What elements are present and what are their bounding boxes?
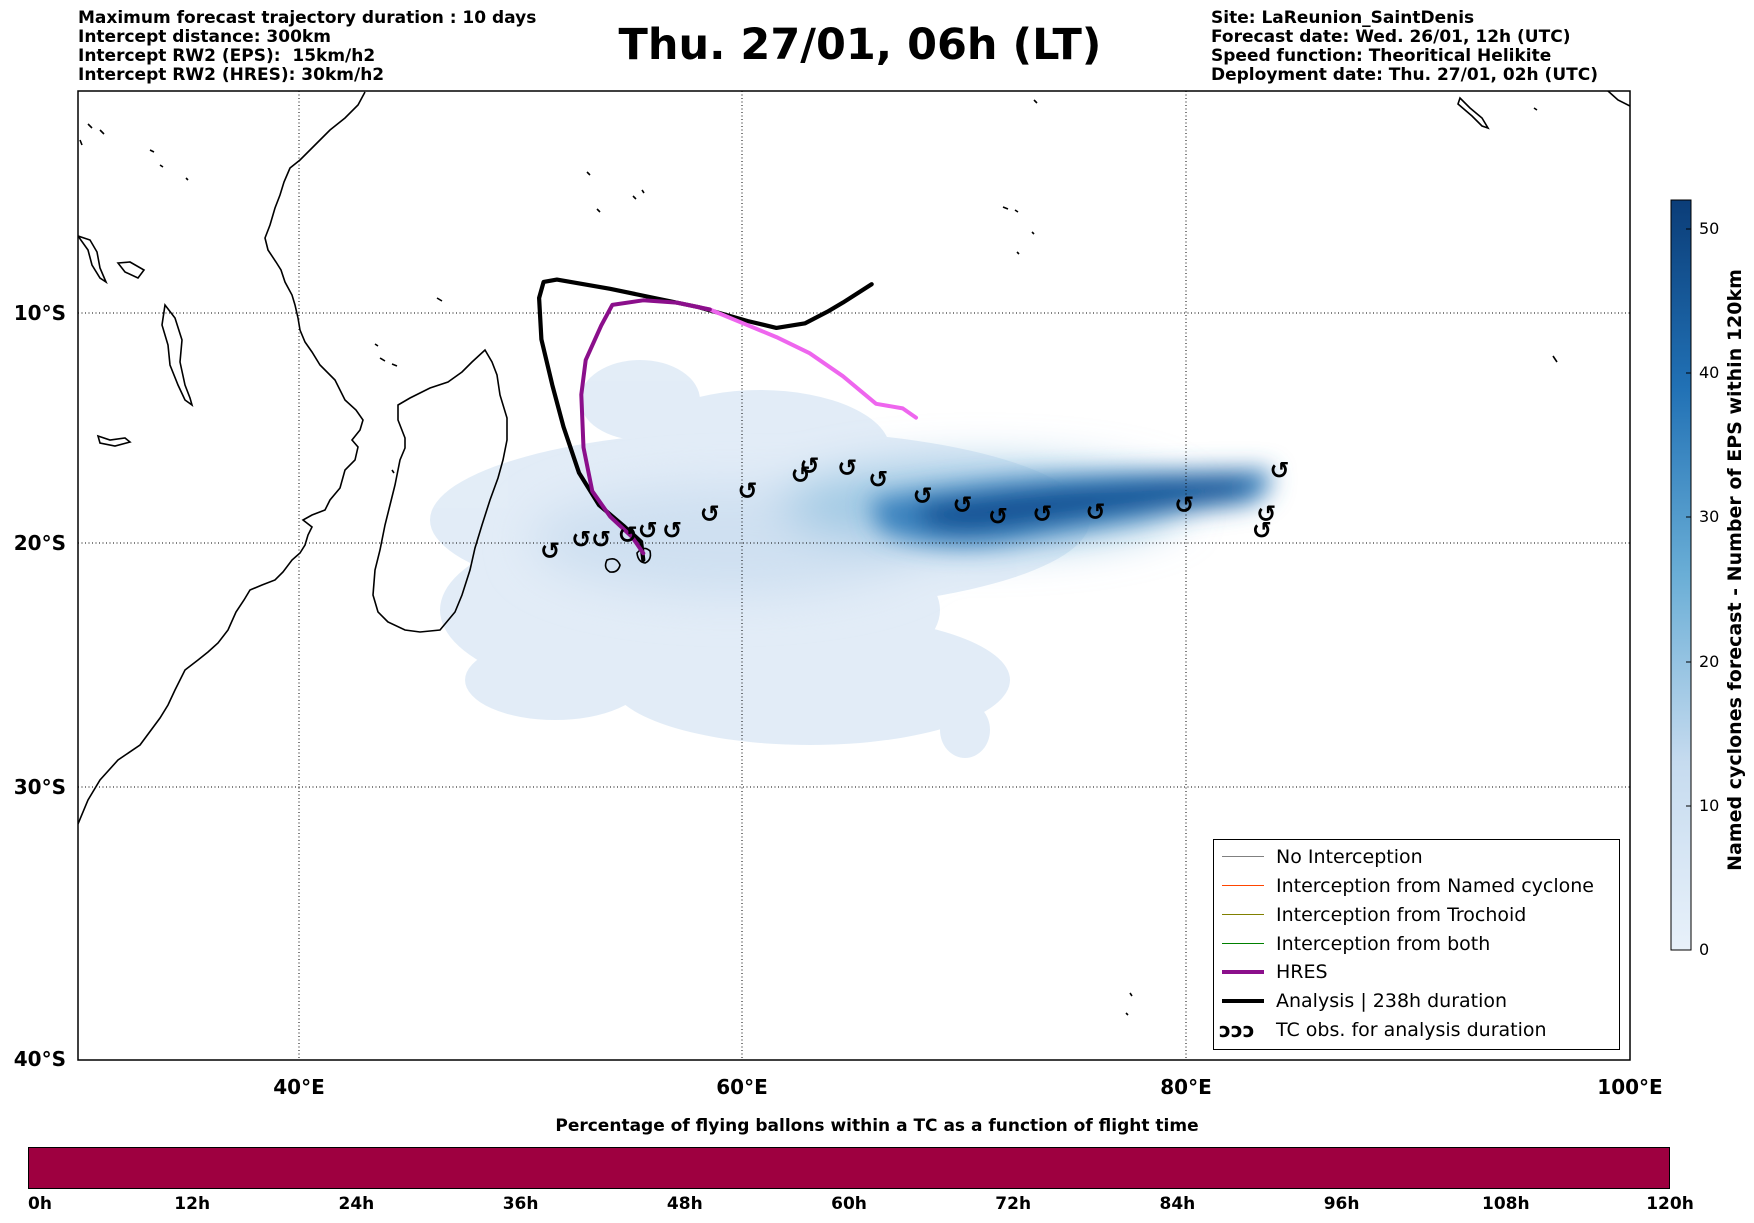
lon-label-40e: 40°E <box>273 1075 325 1099</box>
colorbar-gradient <box>1670 199 1692 951</box>
hres-track-line-light <box>674 300 918 420</box>
info-line: Intercept RW2 (HRES): 30km/h2 <box>78 65 385 85</box>
header-info-left: Maximum forecast trajectory duration : 1… <box>78 9 536 85</box>
legend-label: TC obs. for analysis duration <box>1276 1019 1547 1041</box>
timebar-tick-label: 72h <box>995 1194 1032 1214</box>
lon-label-60e: 60°E <box>716 1075 768 1099</box>
tc-obs-marker: ↺ <box>591 526 611 554</box>
colorbar-tick-label: 30 <box>1699 507 1720 526</box>
timebar-tick-label: 0h <box>28 1194 52 1214</box>
legend-swatch <box>1222 856 1264 857</box>
legend-label: HRES <box>1276 961 1328 983</box>
timebar-title: Percentage of flying ballons within a TC… <box>555 1116 1199 1136</box>
info-line: Site: LaReunion_SaintDenis <box>1211 8 1475 28</box>
tc-obs-marker: ↺ <box>700 500 720 528</box>
tc-obs-marker: ↺ <box>1252 516 1272 544</box>
colorbar-tick-label: 0 <box>1699 940 1710 959</box>
legend-label: Analysis | 238h duration <box>1276 990 1508 1012</box>
timebar-tick-label: 60h <box>831 1194 867 1214</box>
legend-swatch <box>1222 999 1264 1003</box>
lon-label-100e: 100°E <box>1597 1075 1663 1099</box>
legend-item-analysis: Analysis | 238h duration <box>1214 988 1619 1014</box>
info-line: Intercept RW2 (EPS): 15km/h2 <box>78 46 376 66</box>
lat-label-10s: 10°S <box>13 301 66 325</box>
cyclone-symbol-icon: ↄↄↄ <box>1219 1018 1255 1042</box>
tc-obs-marker: ↺ <box>800 452 820 480</box>
tc-obs-marker: ↺ <box>868 466 888 494</box>
legend-label: Interception from Named cyclone <box>1276 875 1594 897</box>
legend-item-trochoid: Interception from Trochoid <box>1214 902 1619 928</box>
legend-swatch <box>1222 885 1264 886</box>
tc-obs-marker: ↺ <box>1174 491 1194 519</box>
timebar-tick-label: 12h <box>174 1194 211 1214</box>
header-info-right: Site: LaReunion_SaintDenis Forecast date… <box>1211 9 1598 85</box>
lon-label-80e: 80°E <box>1160 1075 1212 1099</box>
legend-item-tc-obs: ↄↄↄ TC obs. for analysis duration <box>1214 1017 1619 1043</box>
timebar-tick-label: 108h <box>1482 1194 1530 1214</box>
info-line: Maximum forecast trajectory duration : 1… <box>78 8 537 28</box>
tc-observations: ↺ ↺ ↺ ↺ ↺ ↺↺↺↺↺ ↺ ↺↺ ↺ ↺ ↺ ↺ ↺↺↺↺ <box>540 452 1290 565</box>
lat-label-30s: 30°S <box>13 775 66 799</box>
tc-obs-marker: ↺ <box>1270 457 1290 485</box>
colorbar-ticks <box>1686 228 1691 951</box>
colorbar-tick-label: 10 <box>1699 796 1720 815</box>
colorbar-title-text: Named cyclones forecast - Number of EPS … <box>1724 269 1746 871</box>
legend-label: Interception from both <box>1276 933 1491 955</box>
tc-obs-marker: ↺ <box>737 477 757 505</box>
map-frame <box>77 90 1631 1061</box>
info-line: Speed function: Theoritical Helikite <box>1211 46 1552 66</box>
tc-obs-marker: ↺ <box>953 491 973 519</box>
timebar-tick-label: 24h <box>338 1194 375 1214</box>
timebar-tick-label: 120h <box>1646 1194 1694 1214</box>
timebar-tick-label: 48h <box>666 1194 703 1214</box>
legend-swatch <box>1222 914 1264 915</box>
info-line: Intercept distance: 300km <box>78 27 331 47</box>
lat-label-40s: 40°S <box>13 1047 66 1071</box>
map-legend: No Interception Interception from Named … <box>1213 839 1620 1050</box>
timebar-tick-label: 96h <box>1323 1194 1360 1214</box>
legend-swatch <box>1222 970 1264 974</box>
legend-item-named-cyclone: Interception from Named cyclone <box>1214 873 1619 899</box>
legend-swatch <box>1222 943 1264 944</box>
tc-obs-marker: ↺ <box>540 537 560 565</box>
tc-obs-marker: ↺ <box>571 526 591 554</box>
legend-item-no-interception: No Interception <box>1214 844 1619 870</box>
legend-label: No Interception <box>1276 846 1423 868</box>
hres-track-line <box>579 298 712 556</box>
tc-obs-marker: ↺ <box>1086 498 1106 526</box>
coastlines <box>78 91 1630 1016</box>
tc-obs-marker: ↺ <box>618 521 638 549</box>
graticule <box>78 91 1630 1060</box>
tc-obs-marker: ↺ <box>988 503 1008 531</box>
colorbar-tick-label: 20 <box>1699 652 1720 671</box>
colorbar-title: Named cyclones forecast - Number of EPS … <box>1720 200 1750 940</box>
legend-item-hres: HRES <box>1214 959 1619 985</box>
tc-obs-marker: ↺ <box>913 482 933 510</box>
tc-obs-marker: ↺ <box>791 461 811 489</box>
timebar-tick-label: 84h <box>1159 1194 1196 1214</box>
info-line: Forecast date: Wed. 26/01, 12h (UTC) <box>1211 27 1571 47</box>
colorbar-tick-label: 50 <box>1699 219 1720 238</box>
tc-obs-marker: ↺ <box>837 454 857 482</box>
colorbar-tick-label: 40 <box>1699 363 1720 382</box>
page-title: Thu. 27/01, 06h (LT) <box>618 20 1102 70</box>
tc-obs-marker: ↺ <box>662 516 682 544</box>
lat-label-20s: 20°S <box>13 531 66 555</box>
cyclone-density-field <box>430 360 1271 758</box>
legend-item-both: Interception from both <box>1214 931 1619 957</box>
legend-label: Interception from Trochoid <box>1276 904 1527 926</box>
timebar-tick-label: 36h <box>502 1194 539 1214</box>
tc-obs-marker: ↺ <box>1032 500 1052 528</box>
tc-obs-marker: ↺ <box>638 516 658 544</box>
tc-obs-marker: ↺ <box>1256 500 1276 528</box>
info-line: Deployment date: Thu. 27/01, 02h (UTC) <box>1211 65 1598 85</box>
timebar-fill <box>28 1147 1670 1189</box>
